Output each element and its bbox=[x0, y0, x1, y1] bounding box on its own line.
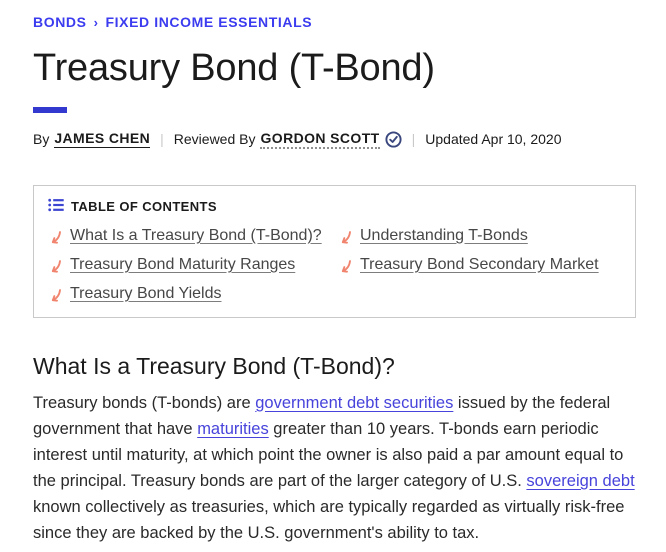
curved-arrow-icon bbox=[51, 288, 61, 302]
author-link[interactable]: JAMES CHEN bbox=[54, 130, 151, 149]
toc-header-label: TABLE OF CONTENTS bbox=[71, 198, 217, 214]
paragraph-text: greater than 10 years. T-bonds earn peri… bbox=[33, 419, 624, 490]
byline: By JAMES CHEN | Reviewed By GORDON SCOTT… bbox=[33, 130, 636, 149]
updated-date: Updated Apr 10, 2020 bbox=[425, 131, 562, 148]
byline-divider: | bbox=[160, 131, 164, 148]
section-heading: What Is a Treasury Bond (T-Bond)? bbox=[33, 352, 395, 379]
toc-header: TABLE OF CONTENTS bbox=[48, 198, 621, 215]
paragraph-text: Treasury bonds (T-bonds) are bbox=[33, 393, 256, 412]
breadcrumb-link-bonds[interactable]: BONDS bbox=[33, 14, 87, 30]
check-circle-icon bbox=[385, 131, 402, 148]
toc-link-yields[interactable]: Treasury Bond Yields bbox=[48, 285, 338, 303]
paragraph-text: issued by the federal government that ha… bbox=[33, 393, 611, 438]
inline-link-government-debt-securities[interactable]: government debt securities bbox=[255, 393, 454, 412]
curved-arrow-icon bbox=[341, 230, 351, 244]
toc-link-label: Treasury Bond Secondary Market bbox=[360, 255, 599, 273]
title-accent-bar bbox=[33, 106, 67, 113]
toc-links: What Is a Treasury Bond (T-Bond)? Unders… bbox=[48, 227, 621, 303]
byline-reviewed-label: Reviewed By bbox=[173, 131, 256, 148]
curved-arrow-icon bbox=[341, 259, 351, 273]
toc-link-secondary-market[interactable]: Treasury Bond Secondary Market bbox=[338, 256, 621, 274]
page-title: Treasury Bond (T-Bond) bbox=[33, 47, 435, 89]
reviewer-link[interactable]: GORDON SCOTT bbox=[260, 130, 380, 149]
inline-link-sovereign-debt[interactable]: sovereign debt bbox=[526, 471, 635, 490]
toc-link-what-is[interactable]: What Is a Treasury Bond (T-Bond)? bbox=[48, 227, 338, 245]
toc-link-label: What Is a Treasury Bond (T-Bond)? bbox=[70, 226, 322, 244]
toc-link-understanding[interactable]: Understanding T-Bonds bbox=[338, 227, 621, 245]
curved-arrow-icon bbox=[51, 259, 61, 273]
inline-link-maturities[interactable]: maturities bbox=[197, 419, 269, 438]
toc-link-label: Understanding T-Bonds bbox=[360, 226, 528, 244]
article-paragraph: Treasury bonds (T-bonds) are government … bbox=[33, 390, 636, 546]
list-icon bbox=[48, 198, 64, 215]
breadcrumb-link-fixed-income-essentials[interactable]: FIXED INCOME ESSENTIALS bbox=[105, 14, 313, 30]
byline-divider: | bbox=[411, 131, 416, 148]
toc-link-label: Treasury Bond Yields bbox=[70, 284, 222, 302]
byline-by-label: By bbox=[33, 131, 50, 148]
table-of-contents-box: TABLE OF CONTENTS What Is a Treasury Bon… bbox=[33, 184, 636, 318]
toc-link-maturity-ranges[interactable]: Treasury Bond Maturity Ranges bbox=[48, 256, 338, 274]
paragraph-text: known collectively as treasuries, which … bbox=[33, 497, 625, 542]
curved-arrow-icon bbox=[51, 230, 61, 244]
toc-link-label: Treasury Bond Maturity Ranges bbox=[70, 255, 296, 273]
breadcrumb-separator: › bbox=[93, 14, 99, 30]
breadcrumb: BONDS › FIXED INCOME ESSENTIALS bbox=[33, 14, 636, 30]
